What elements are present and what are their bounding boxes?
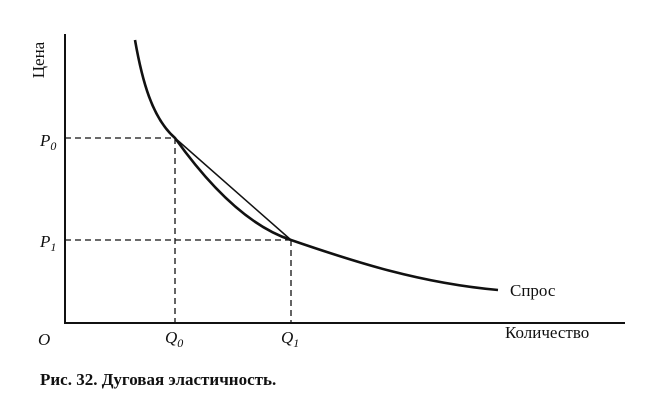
p1-label: P1 bbox=[39, 232, 56, 254]
q1-label: Q1 bbox=[281, 328, 299, 350]
demand-curve-label: Спрос bbox=[510, 281, 556, 300]
x-axis-label: Количество bbox=[505, 323, 589, 342]
y-axis-label: Цена bbox=[29, 41, 48, 78]
origin-label: O bbox=[38, 330, 50, 349]
demand-curve bbox=[133, 39, 499, 292]
figure-caption: Рис. 32. Дуговая эластичность. bbox=[40, 370, 277, 389]
q0-label: Q0 bbox=[165, 328, 183, 350]
arc-chord bbox=[174, 137, 292, 241]
p0-label: P0 bbox=[39, 131, 56, 153]
